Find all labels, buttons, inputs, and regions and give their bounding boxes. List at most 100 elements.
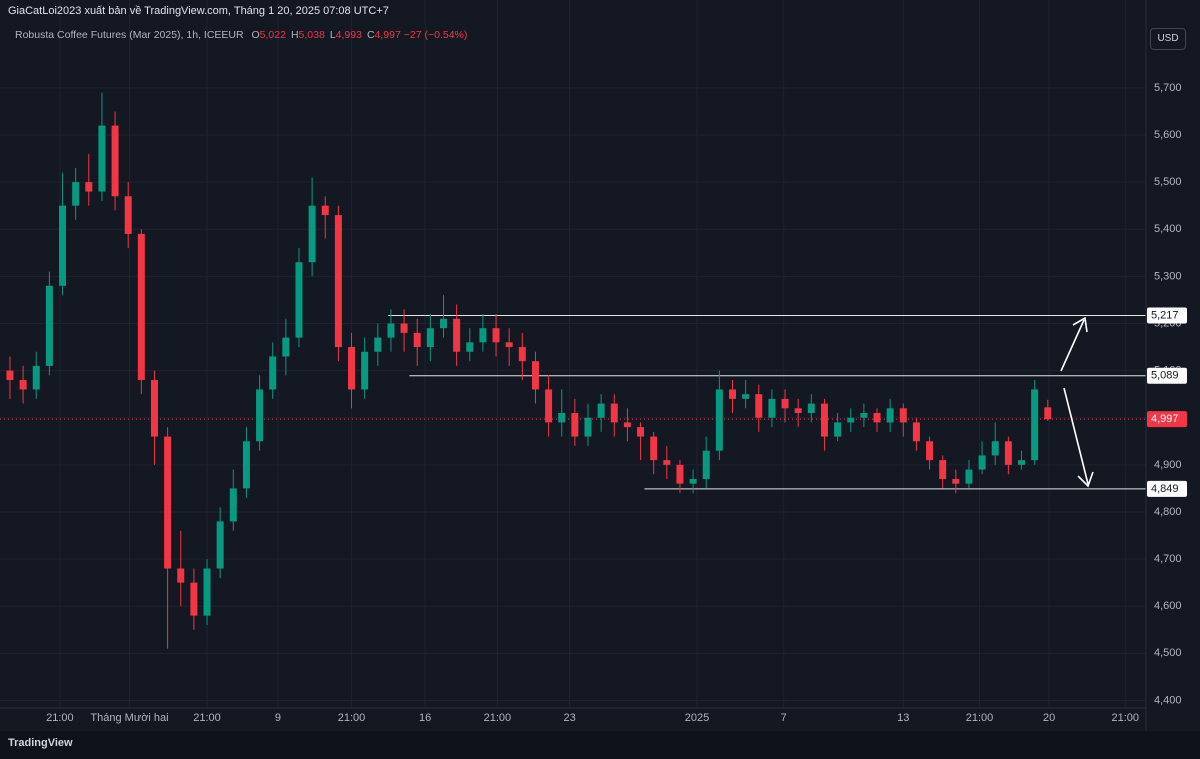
- legend-key: H: [290, 29, 299, 41]
- candle-body: [229, 488, 237, 522]
- candle-body: [216, 521, 224, 569]
- candle-body: [137, 233, 145, 381]
- candle-body: [426, 328, 434, 348]
- level-label: 5,217: [1151, 309, 1179, 321]
- candle-body: [59, 205, 67, 286]
- candle-body: [32, 365, 40, 390]
- candle-body: [663, 460, 671, 465]
- currency-button[interactable]: USD: [1150, 28, 1186, 50]
- candle-body: [1004, 441, 1012, 465]
- level-label: 4,849: [1151, 483, 1179, 495]
- change: −27 (−0.54%): [403, 29, 468, 41]
- legend-key: L: [329, 29, 336, 41]
- arrow-down: [1063, 387, 1089, 485]
- y-tick-label: 4,800: [1154, 506, 1182, 518]
- candle-body: [965, 469, 973, 484]
- candle-body: [912, 422, 920, 442]
- x-tick-label: 20: [1043, 712, 1055, 724]
- candle-body: [755, 394, 763, 418]
- candle-body: [926, 441, 934, 461]
- legend-key: C: [366, 29, 375, 41]
- candle-body: [111, 125, 119, 197]
- candle-body: [597, 403, 605, 418]
- arrow-head: [1072, 316, 1088, 333]
- brand: TradingView: [8, 737, 73, 749]
- candle-body: [361, 351, 369, 390]
- candle-body: [282, 337, 290, 357]
- legend-value: 4,993: [335, 29, 362, 41]
- candle-body: [584, 417, 592, 437]
- level-label: 5,089: [1151, 370, 1179, 382]
- x-tick-label: 21:00: [966, 712, 994, 724]
- candle-body: [85, 182, 93, 192]
- candle-body: [453, 318, 461, 352]
- last-price-label: 4,997: [1151, 413, 1179, 425]
- candle-body: [1044, 407, 1052, 420]
- level-label-box: [1147, 307, 1187, 324]
- candle-body: [321, 205, 329, 216]
- x-tick-label: 16: [419, 712, 431, 724]
- legend-value: 5,022: [259, 29, 286, 41]
- candle-body: [978, 455, 986, 470]
- candle-body: [886, 408, 894, 423]
- y-tick-label: 5,400: [1154, 223, 1182, 235]
- y-tick-label: 4,700: [1154, 553, 1182, 565]
- y-tick-label: 5,600: [1154, 129, 1182, 141]
- candle-body: [820, 403, 828, 437]
- candle-body: [571, 413, 579, 437]
- candle-body: [242, 441, 250, 489]
- x-tick-label: 21:00: [484, 712, 512, 724]
- candle-body: [847, 417, 855, 423]
- candle-body: [1018, 460, 1026, 465]
- candle-body: [558, 413, 566, 423]
- x-tick-label: Tháng Mười hai: [90, 712, 168, 724]
- footer: [0, 731, 1200, 759]
- grid: [0, 0, 1146, 708]
- symbol-title: Robusta Coffee Futures (Mar 2025), 1h, I…: [15, 29, 244, 41]
- candle-body: [177, 568, 185, 583]
- candle-body: [479, 328, 487, 343]
- candle-body: [952, 478, 960, 484]
- candle-body: [834, 422, 842, 437]
- candle-body: [269, 356, 277, 390]
- candle-body: [400, 323, 408, 333]
- y-tick-label: 4,900: [1154, 459, 1182, 471]
- candle-body: [610, 403, 618, 423]
- candle-body: [203, 568, 211, 616]
- arrow-up: [1060, 319, 1085, 372]
- x-tick-label: 7: [781, 712, 787, 724]
- candle-body: [860, 413, 868, 418]
- x-tick-label: 21:00: [338, 712, 366, 724]
- candle-body: [19, 380, 27, 390]
- arrow-head: [1077, 471, 1094, 488]
- candle-body: [295, 262, 303, 338]
- candle-body: [729, 389, 737, 399]
- candle-body: [702, 450, 710, 479]
- legend-value: 5,038: [298, 29, 325, 41]
- candle-body: [650, 436, 658, 461]
- candle-body: [873, 413, 881, 423]
- x-tick-label: 2025: [685, 712, 709, 724]
- candle-body: [348, 347, 356, 390]
- candle-body: [256, 389, 264, 442]
- candle-body: [939, 460, 947, 479]
- candle-body: [689, 478, 697, 484]
- candle-body: [531, 361, 539, 390]
- candle-body: [492, 328, 500, 343]
- level-label-box: [1147, 480, 1187, 497]
- candle-body: [164, 436, 172, 569]
- y-tick-label: 4,600: [1154, 600, 1182, 612]
- ohlc-values: O5,022 H5,038 L4,993 C4,997: [247, 29, 401, 41]
- candle-body: [334, 215, 342, 348]
- x-tick-label: 21:00: [193, 712, 221, 724]
- candle-body: [794, 408, 802, 414]
- candle-body: [72, 182, 80, 206]
- candle-body: [466, 342, 474, 352]
- candle-body: [190, 582, 198, 616]
- y-tick-label: 5,300: [1154, 270, 1182, 282]
- x-tick-label: 23: [563, 712, 575, 724]
- candle-body: [413, 332, 421, 348]
